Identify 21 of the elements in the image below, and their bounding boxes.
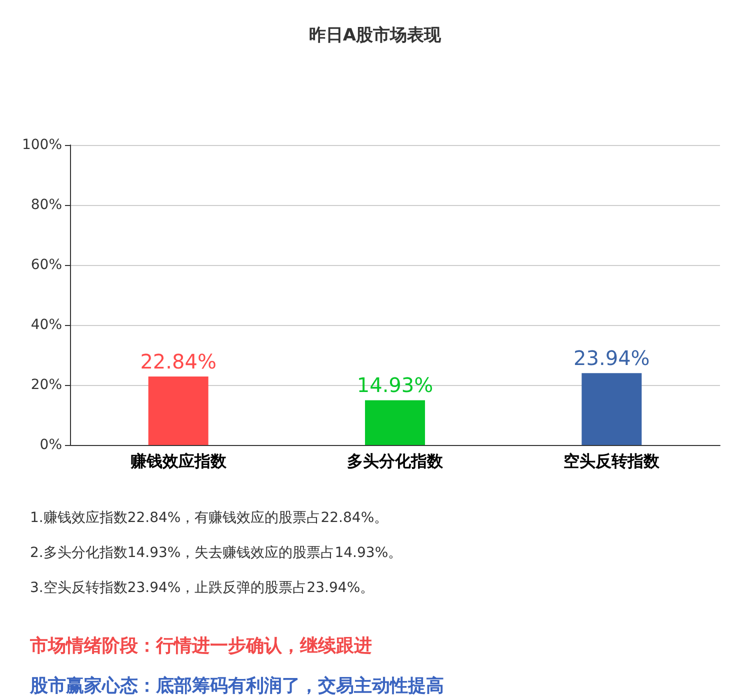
chart-title: 昨日A股市场表现 — [308, 26, 442, 46]
y-tick-label: 0% — [40, 437, 62, 453]
text: 3.空头反转指数23.94%，止跌反弹的股票占23.94%。 — [30, 580, 374, 596]
bar — [365, 400, 425, 445]
text: 2.多头分化指数14.93%，失去赚钱效应的股票占14.93%。 — [30, 545, 402, 561]
y-tick-label: 80% — [30, 197, 62, 213]
text: 市场情绪阶段：行情进一步确认，继续跟进 — [29, 636, 372, 656]
y-tick-label: 60% — [30, 257, 62, 273]
bar — [582, 373, 642, 445]
y-tick-label: 20% — [30, 377, 62, 393]
y-tick-label: 40% — [30, 317, 62, 333]
data-label: 14.93% — [356, 373, 434, 398]
x-tick-label: 空头反转指数 — [564, 452, 661, 470]
text: 1.赚钱效应指数22.84%，有赚钱效应的股票占22.84%。 — [30, 510, 388, 526]
x-tick-label: 赚钱效应指数 — [129, 452, 228, 470]
data-label: 22.84% — [140, 349, 216, 374]
text: 股市赢家心态：底部筹码有利润了，交易主动性提高 — [29, 676, 444, 696]
data-label: 23.94% — [574, 346, 650, 370]
x-tick-label: 多头分化指数 — [347, 452, 444, 470]
y-tick-label: 100% — [22, 137, 62, 153]
bar — [148, 376, 208, 445]
